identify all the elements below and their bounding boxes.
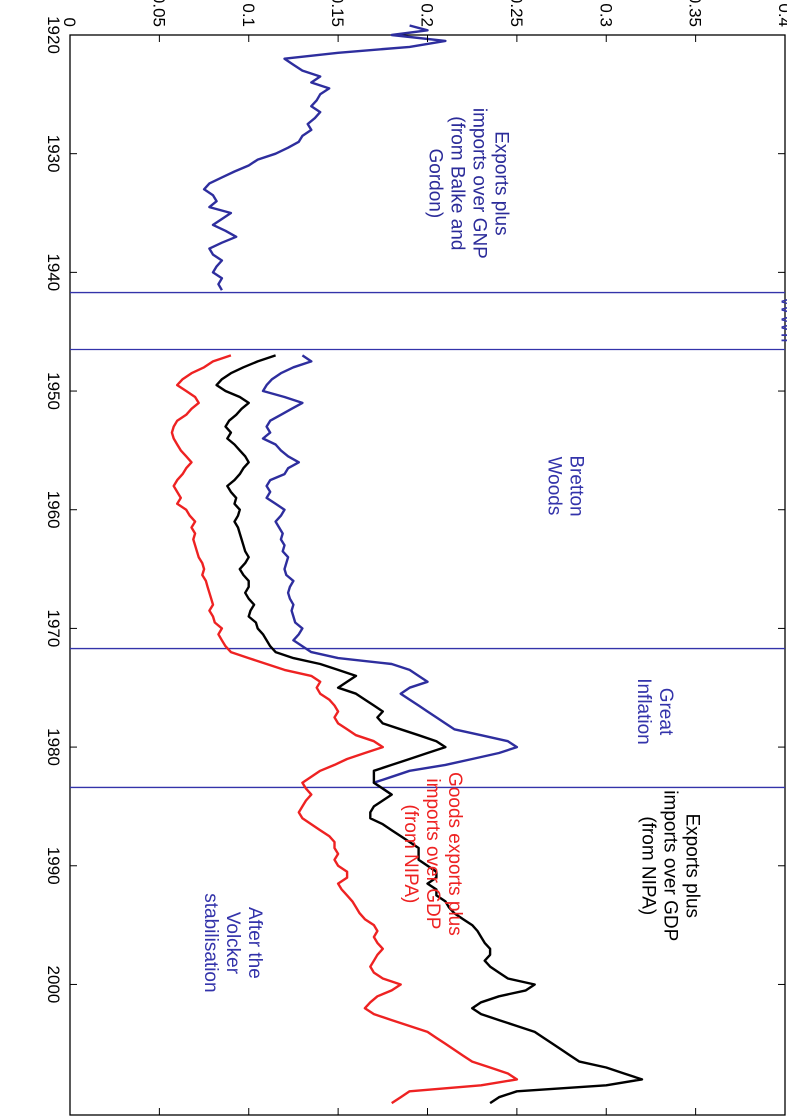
annotation-great: GreatInflation xyxy=(633,678,676,745)
series-line xyxy=(215,354,644,1105)
y-tick-label: 0 xyxy=(60,18,79,27)
y-tick-label: 0.25 xyxy=(507,0,526,27)
y-axis-ticks: 0 0.05 0.1 0.15 0.2 0.25 0.3 0.35 0.4 xyxy=(60,0,787,1115)
y-tick-label: 0.1 xyxy=(239,3,258,27)
y-tick-label: 0.3 xyxy=(596,3,615,27)
annotation-line: WWII xyxy=(776,297,787,343)
series-line xyxy=(261,354,519,796)
annotation-line: Inflation xyxy=(633,678,654,745)
data-series xyxy=(170,24,644,1105)
annotation-line: Bretton xyxy=(566,455,587,516)
y-tick-label: 0.15 xyxy=(328,0,347,27)
annotation-line: stabilisation xyxy=(200,893,221,992)
annotation-line: Volcker xyxy=(222,912,243,975)
x-tick-label: 1970 xyxy=(44,609,63,647)
annotation-line: Woods xyxy=(544,457,565,516)
y-tick-label: 0.05 xyxy=(149,0,168,27)
annotation-line: Exports plus xyxy=(490,131,511,236)
annotation-goods: Goods exports plusimports over GDP(from … xyxy=(400,772,465,936)
series-line xyxy=(170,354,519,1105)
annotation-line: imports over GDP xyxy=(422,778,443,929)
annotation-line: (from NIPA) xyxy=(638,816,659,915)
series-line xyxy=(202,24,447,291)
x-tick-label: 1980 xyxy=(44,728,63,766)
annotation-line: Gordon) xyxy=(424,149,445,219)
annotation-gdp: Exports plusimports over GDP(from NIPA) xyxy=(638,790,703,941)
annotation-line: (from NIPA) xyxy=(400,804,421,903)
annotation-line: imports over GDP xyxy=(660,790,681,941)
x-axis-ticks: 1920 1930 1940 1950 1960 1970 1980 1990 2000 xyxy=(44,16,785,1003)
x-tick-label: 1990 xyxy=(44,847,63,885)
annotation-volcker: After theVolckerstabilisation xyxy=(200,893,265,992)
period-separators xyxy=(70,291,785,789)
annotation-line: (from Balke and xyxy=(446,116,467,250)
x-tick-label: 1930 xyxy=(44,135,63,173)
y-tick-label: 0.35 xyxy=(686,0,705,27)
x-tick-label: 1950 xyxy=(44,372,63,410)
x-tick-label: 2000 xyxy=(44,966,63,1004)
annotation-line: After the xyxy=(244,907,265,979)
annotation-bretton: BrettonWoods xyxy=(544,455,587,516)
x-tick-label: 1940 xyxy=(44,253,63,291)
y-tick-label: 0.2 xyxy=(418,3,437,27)
x-tick-label: 1960 xyxy=(44,491,63,529)
y-tick-label: 0.4 xyxy=(775,3,787,27)
annotation-line: Exports plus xyxy=(682,813,703,918)
annotation-line: Goods exports plus xyxy=(444,772,465,936)
rotated-plot-group: 1920 1930 1940 1950 1960 1970 1980 1990 2000 0 0.… xyxy=(44,0,787,1116)
annotation-line: imports over GNP xyxy=(468,108,489,259)
annotations: WWII BrettonWoods GreatInflation After theV… xyxy=(200,108,787,993)
annotation-line: Great xyxy=(655,688,676,736)
x-tick-label: 1920 xyxy=(44,16,63,54)
annotation-wwii: WWII xyxy=(776,297,787,343)
annotation-gnp: Exports plusimports over GNP(from Balke … xyxy=(424,108,511,259)
